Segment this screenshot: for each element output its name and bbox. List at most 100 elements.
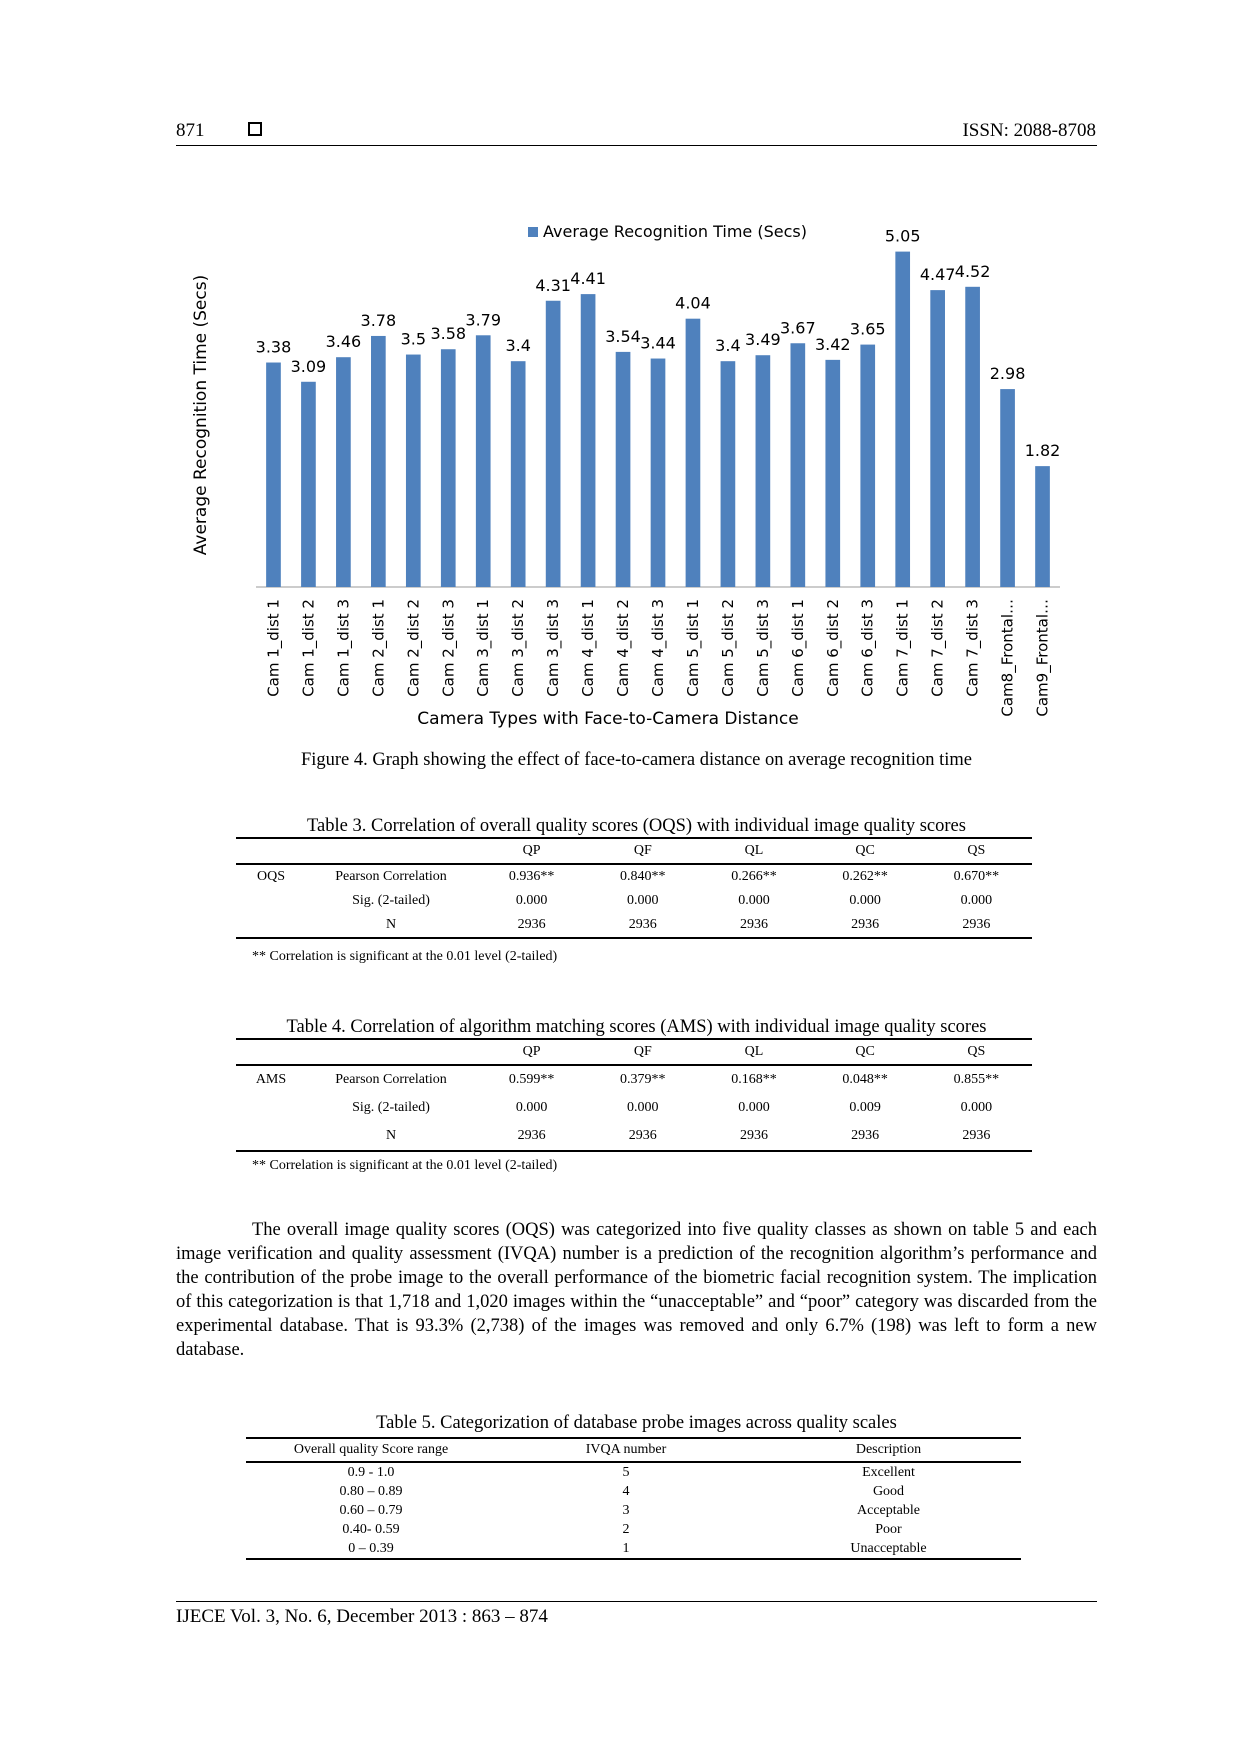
table-row: 0.60 – 0.79 3 Acceptable (246, 1501, 1021, 1520)
x-tick-label: Cam 4_dist 2 (614, 599, 633, 697)
bar-value-label: 3.4 (715, 336, 740, 355)
table-cell: Good (872, 1483, 905, 1499)
table-cell: 0.000 (960, 1100, 993, 1115)
column-header: Description (756, 1437, 1021, 1463)
table-row: N 2936 2936 2936 2936 2936 (236, 1122, 1032, 1152)
bar-value-label: 3.49 (745, 330, 781, 349)
table-cell: 0.000 (849, 893, 881, 908)
bar-value-label: 3.4 (505, 336, 530, 355)
bar (371, 335, 386, 587)
x-tick-label: Cam 5_dist 2 (719, 599, 738, 697)
y-axis-label: Average Recognition Time (Secs) (191, 275, 211, 555)
x-tick-label: Cam 1_dist 3 (334, 599, 353, 697)
x-tick-labels: Cam 1_dist 1 Cam 1_dist 2 Cam 1_dist 3 Cam … (264, 599, 1052, 717)
table-row: 0 – 0.39 1 Unacceptable (246, 1539, 1021, 1560)
x-tick-label: Cam 5_dist 3 (754, 599, 773, 697)
bar (301, 381, 316, 587)
bar (615, 351, 631, 587)
table-header-row: QP QF QL QC QS (236, 837, 1032, 865)
table-cell: 0.599** (508, 1072, 555, 1087)
table-header-row: Overall quality Score range IVQA number … (246, 1437, 1021, 1463)
row-label: N (306, 1122, 476, 1152)
bar (860, 344, 876, 587)
column-header: QL (698, 1038, 810, 1066)
table-row: Sig. (2-tailed) 0.000 0.000 0.000 0.000 … (236, 889, 1032, 913)
table-cell: 0.379** (620, 1072, 666, 1087)
bar (405, 354, 421, 587)
bar-value-label: 3.79 (465, 310, 501, 329)
bar (475, 335, 491, 587)
row-label: N (306, 913, 476, 939)
x-tick-label: Cam 2_dist 3 (439, 599, 458, 697)
column-header: QP (476, 837, 588, 865)
column-header: QC (809, 837, 921, 865)
bar-value-label: 4.52 (955, 262, 991, 281)
bar (650, 358, 666, 587)
table-cell: 0.000 (738, 1100, 770, 1115)
bar (965, 286, 980, 587)
bar-value-label: 5.05 (885, 227, 921, 246)
bar (895, 251, 911, 588)
header-box-icon (248, 122, 262, 136)
bar-value-label: 4.04 (675, 294, 711, 313)
bar (510, 361, 526, 587)
row-label: Sig. (2-tailed) (352, 1100, 430, 1115)
legend-swatch (528, 227, 538, 237)
bar-value-label: 3.09 (291, 357, 327, 376)
table-cell: 0.670** (953, 869, 1000, 884)
bar-value-label: 3.78 (361, 311, 397, 330)
table-cell: 0.936** (508, 869, 555, 884)
table-cell: 0 – 0.39 (246, 1539, 496, 1560)
table-cell: Unacceptable (756, 1539, 1021, 1560)
table-cell: 2936 (809, 1122, 921, 1152)
table-cell: Acceptable (857, 1502, 920, 1518)
x-tick-label: Cam 1_dist 1 (264, 599, 283, 697)
bar (930, 290, 945, 587)
table-cell: 3 (622, 1502, 630, 1518)
table-cell: 0.80 – 0.89 (339, 1483, 403, 1499)
table-cell: 0.000 (627, 893, 659, 908)
issn: ISSN: 2088-8708 (962, 120, 1096, 141)
column-header: QF (587, 837, 699, 865)
x-tick-label: Cam 2_dist 2 (404, 599, 423, 697)
bar-value-label: 2.98 (990, 364, 1026, 383)
table-cell: 0.000 (515, 1100, 548, 1115)
table-cell: 2936 (698, 913, 810, 939)
bar (336, 357, 351, 587)
bar-chart: Average Recognition Time (Secs) Average … (191, 222, 1060, 729)
table4: QP QF QL QC QS AMS Pearson Correlation 0… (236, 1038, 1032, 1152)
bar-value-label: 4.47 (920, 265, 956, 284)
x-tick-label: Cam 6_dist 2 (824, 599, 843, 697)
bar-value-label: 3.5 (401, 330, 426, 349)
table-cell: 0.40- 0.59 (342, 1521, 400, 1537)
x-tick-label: Cam8_Frontal… (999, 599, 1018, 717)
table-cell: 0.048** (842, 1072, 888, 1087)
x-tick-label: Cam 2_dist 1 (369, 599, 388, 697)
table-cell: 5 (622, 1464, 630, 1480)
table-header-row: QP QF QL QC QS (236, 1038, 1032, 1066)
column-header: QC (809, 1038, 921, 1066)
column-header: QP (476, 1038, 588, 1066)
bar-value-label: 3.42 (815, 335, 851, 354)
x-tick-label: Cam 1_dist 2 (299, 599, 318, 697)
table-row: N 2936 2936 2936 2936 2936 (236, 913, 1032, 939)
bar-value-label: 4.41 (570, 269, 606, 288)
x-tick-label: Cam 4_dist 1 (579, 599, 598, 697)
table3-caption: Table 3. Correlation of overall quality … (307, 816, 966, 836)
bar-value-label: 4.31 (535, 276, 571, 295)
x-tick-label: Cam 6_dist 1 (789, 599, 808, 697)
row-label: Pearson Correlation (335, 1072, 447, 1087)
footer-rule (176, 1601, 1097, 1602)
table-row: 0.40- 0.59 2 Poor (246, 1520, 1021, 1539)
row-group-label: OQS (256, 869, 285, 884)
x-tick-label: Cam 3_dist 3 (544, 599, 563, 697)
row-label: Pearson Correlation (335, 869, 447, 884)
table-row: 0.80 – 0.89 4 Good (246, 1482, 1021, 1501)
x-tick-label: Cam 7_dist 2 (929, 599, 948, 697)
column-header: QF (587, 1038, 699, 1066)
x-tick-label: Cam 3_dist 1 (474, 599, 493, 697)
bar-value-label: 3.67 (780, 318, 816, 337)
figure-caption: Figure 4. Graph showing the effect of fa… (300, 750, 973, 770)
table-cell: 0.000 (515, 893, 548, 908)
bar (685, 318, 701, 587)
